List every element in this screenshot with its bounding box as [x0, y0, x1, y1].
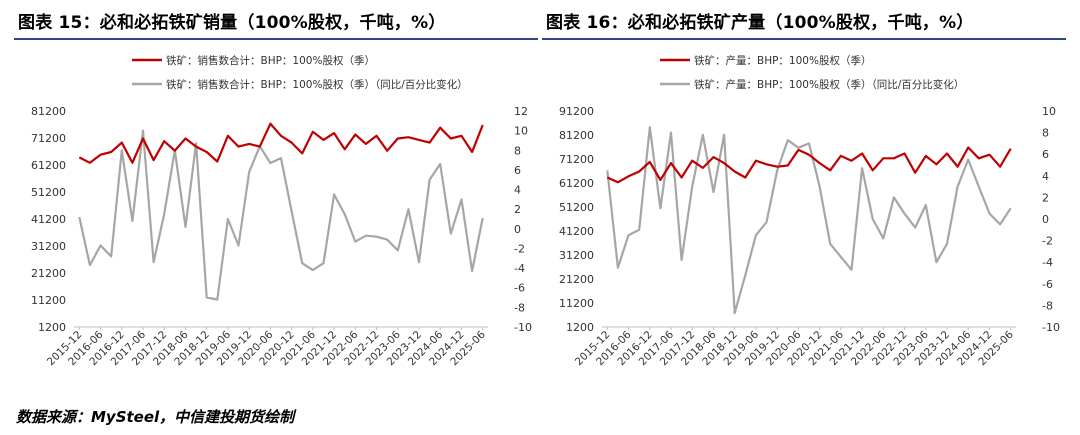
y2-tick-label: 10 — [1042, 105, 1056, 118]
y2-tick-label: 8 — [1042, 127, 1049, 140]
y2-tick-label: -10 — [1042, 321, 1060, 334]
y2-tick-label: 6 — [514, 164, 521, 177]
y2-tick-label: -2 — [1042, 235, 1053, 248]
y2-tick-label: -2 — [514, 242, 525, 255]
legend-label-0: 铁矿：销售数合计：BHP：100%股权（季） — [166, 54, 375, 67]
y2-tick-label: -6 — [514, 282, 525, 295]
y-tick-label: 21200 — [559, 273, 594, 286]
chart-output-svg: 铁矿：产量：BHP：100%股权（季） 铁矿：产量：BHP：100%股权（季）（同… — [559, 54, 1060, 368]
y2-tick-label: 6 — [1042, 148, 1049, 161]
y2-tick-label: -6 — [1042, 278, 1053, 291]
title-rule — [542, 38, 1066, 40]
series-line-0 — [606, 146, 1012, 184]
series-line-1 — [78, 129, 484, 301]
y-tick-label: 1200 — [38, 321, 66, 334]
y2-tick-label: 0 — [1042, 213, 1049, 226]
series-line-0 — [78, 122, 484, 164]
source-note: 数据来源：MySteel，中信建投期货绘制 — [16, 408, 295, 426]
y2-tick-label: -4 — [1042, 256, 1053, 269]
y-tick-label: 81200 — [31, 105, 66, 118]
chart-title-output: 图表 16：必和必拓铁矿产量（100%股权，千吨，%） — [546, 13, 974, 33]
y-tick-label: 21200 — [31, 267, 66, 280]
y-tick-label: 11200 — [559, 297, 594, 310]
chart-title-sales: 图表 15：必和必拓铁矿销量（100%股权，千吨，%） — [18, 13, 446, 33]
y2-tick-label: 2 — [514, 203, 521, 216]
y-tick-label: 51200 — [31, 186, 66, 199]
y-tick-label: 31200 — [31, 240, 66, 253]
y-tick-label: 61200 — [559, 177, 594, 190]
y-tick-label: 71200 — [31, 132, 66, 145]
y2-tick-label: 12 — [514, 105, 528, 118]
title-rule — [14, 38, 538, 40]
legend-label-1: 铁矿：产量：BHP：100%股权（季）（同比/百分比变化） — [694, 78, 964, 91]
y2-tick-label: 0 — [514, 223, 521, 236]
y2-tick-label: 4 — [1042, 170, 1049, 183]
y-tick-label: 61200 — [31, 159, 66, 172]
chart-panel-sales: 图表 15：必和必拓铁矿销量（100%股权，千吨，%） 铁矿：销售数合计：BHP… — [14, 0, 538, 402]
series-line-1 — [606, 126, 1012, 315]
y-tick-label: 41200 — [31, 213, 66, 226]
y-tick-label: 71200 — [559, 153, 594, 166]
y2-tick-label: 2 — [1042, 191, 1049, 204]
y2-tick-label: 8 — [514, 144, 521, 157]
legend-label-0: 铁矿：产量：BHP：100%股权（季） — [694, 54, 871, 67]
y-tick-label: 31200 — [559, 249, 594, 262]
chart-panel-output: 图表 16：必和必拓铁矿产量（100%股权，千吨，%） 铁矿：产量：BHP：10… — [542, 0, 1066, 402]
y-tick-label: 1200 — [566, 321, 594, 334]
y2-tick-label: 4 — [514, 184, 521, 197]
chart-sales-svg: 铁矿：销售数合计：BHP：100%股权（季） 铁矿：销售数合计：BHP：100%股… — [31, 54, 532, 368]
legend-label-1: 铁矿：销售数合计：BHP：100%股权（季）（同比/百分比变化） — [166, 78, 468, 91]
y-tick-label: 91200 — [559, 105, 594, 118]
y-tick-label: 51200 — [559, 201, 594, 214]
y2-tick-label: -8 — [1042, 299, 1053, 312]
y-tick-label: 41200 — [559, 225, 594, 238]
y2-tick-label: -10 — [514, 321, 532, 334]
y2-tick-label: -8 — [514, 301, 525, 314]
y-tick-label: 81200 — [559, 129, 594, 142]
y2-tick-label: -4 — [514, 262, 525, 275]
y-tick-label: 11200 — [31, 294, 66, 307]
y2-tick-label: 10 — [514, 125, 528, 138]
